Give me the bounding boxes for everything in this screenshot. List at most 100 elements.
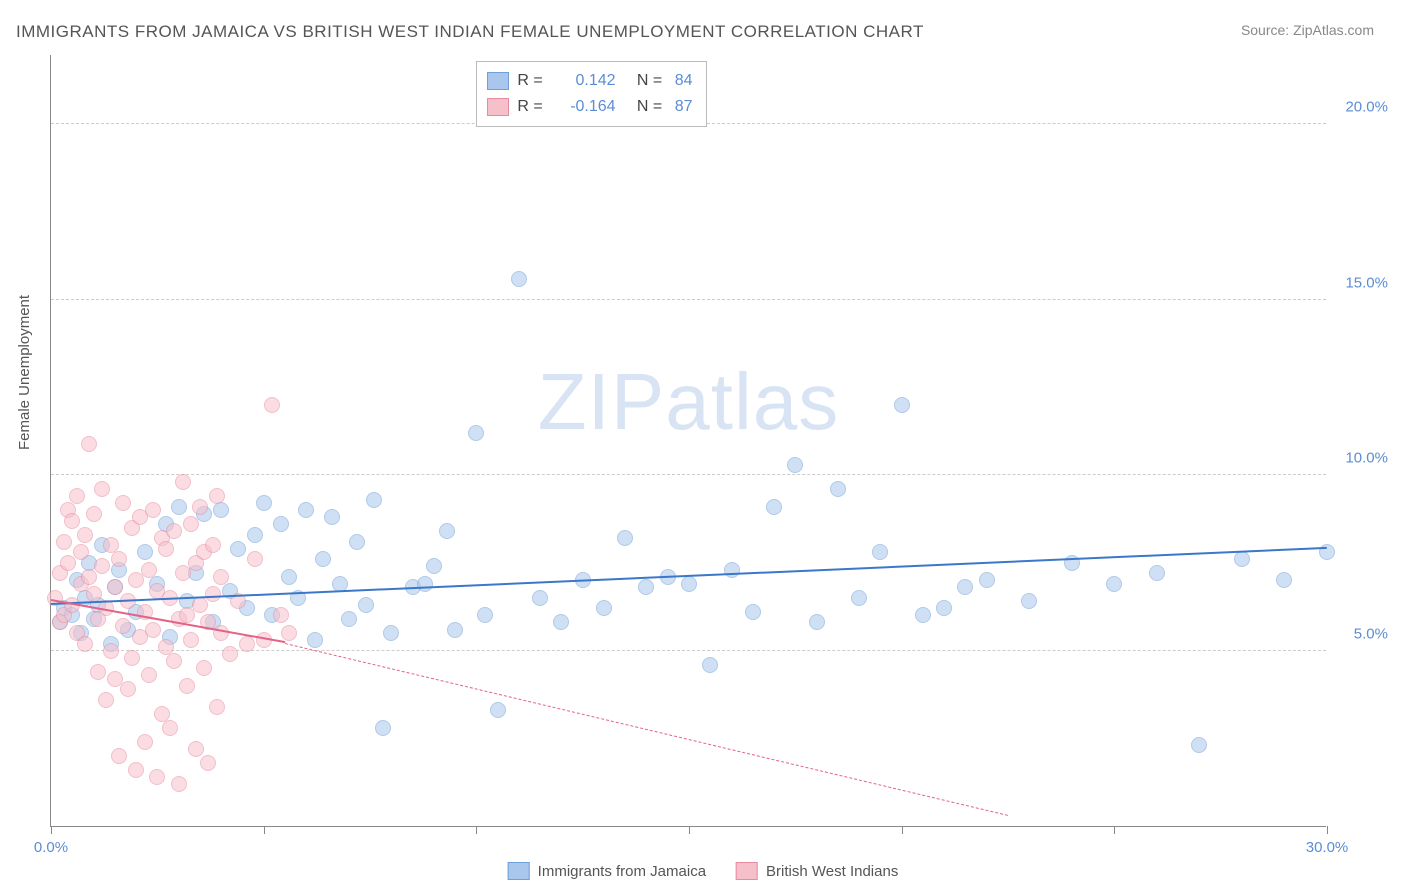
data-point [98, 692, 114, 708]
data-point [111, 748, 127, 764]
x-tick [51, 826, 52, 834]
data-point [145, 622, 161, 638]
data-point [809, 614, 825, 630]
data-point [90, 664, 106, 680]
x-tick [1327, 826, 1328, 834]
data-point [417, 576, 433, 592]
data-point [766, 499, 782, 515]
data-point [468, 425, 484, 441]
x-tick-label: 0.0% [34, 839, 68, 856]
x-tick-label: 30.0% [1306, 839, 1349, 856]
data-point [158, 541, 174, 557]
data-point [94, 558, 110, 574]
legend-n-label: N = [624, 72, 667, 90]
data-point [264, 397, 280, 413]
data-point [183, 632, 199, 648]
data-point [830, 481, 846, 497]
data-point [375, 720, 391, 736]
data-point [205, 537, 221, 553]
data-point [281, 625, 297, 641]
data-point [115, 618, 131, 634]
x-tick [902, 826, 903, 834]
data-point [145, 502, 161, 518]
data-point [383, 625, 399, 641]
data-point [171, 499, 187, 515]
data-point [81, 436, 97, 452]
data-point [724, 562, 740, 578]
data-point [149, 769, 165, 785]
data-point [439, 523, 455, 539]
data-point [349, 534, 365, 550]
data-point [281, 569, 297, 585]
legend-swatch [736, 862, 758, 880]
data-point [1021, 593, 1037, 609]
gridline [51, 474, 1326, 475]
data-point [872, 544, 888, 560]
data-point [957, 579, 973, 595]
data-point [341, 611, 357, 627]
data-point [477, 607, 493, 623]
data-point [188, 741, 204, 757]
data-point [128, 762, 144, 778]
data-point [787, 457, 803, 473]
data-point [111, 551, 127, 567]
legend-row: R = 0.142 N = 84 [487, 68, 692, 94]
data-point [200, 755, 216, 771]
data-point [73, 544, 89, 560]
data-point [213, 502, 229, 518]
legend-r-label: R = [517, 98, 551, 116]
data-point [936, 600, 952, 616]
legend-n-label: N = [624, 98, 667, 116]
y-axis-label: Female Unemployment [16, 295, 33, 450]
data-point [915, 607, 931, 623]
y-tick-label: 20.0% [1345, 99, 1388, 116]
data-point [137, 734, 153, 750]
data-point [553, 614, 569, 630]
data-point [230, 541, 246, 557]
legend-label: Immigrants from Jamaica [538, 863, 706, 880]
data-point [94, 481, 110, 497]
data-point [69, 488, 85, 504]
legend-item: Immigrants from Jamaica [508, 862, 706, 880]
data-point [120, 681, 136, 697]
data-point [183, 516, 199, 532]
legend-n-value: 87 [675, 98, 693, 116]
data-point [239, 636, 255, 652]
trend-line [285, 643, 1008, 816]
data-point [247, 527, 263, 543]
data-point [702, 657, 718, 673]
data-point [851, 590, 867, 606]
data-point [86, 506, 102, 522]
legend-r-value: 0.142 [560, 72, 616, 90]
data-point [366, 492, 382, 508]
data-point [137, 544, 153, 560]
correlation-legend: R = 0.142 N = 84R = -0.164 N = 87 [476, 61, 707, 127]
data-point [124, 650, 140, 666]
data-point [358, 597, 374, 613]
watermark: ZIPatlas [538, 356, 839, 448]
data-point [273, 607, 289, 623]
x-tick [1114, 826, 1115, 834]
data-point [490, 702, 506, 718]
x-tick [689, 826, 690, 834]
data-point [179, 678, 195, 694]
data-point [979, 572, 995, 588]
x-tick [476, 826, 477, 834]
legend-swatch [508, 862, 530, 880]
data-point [166, 653, 182, 669]
data-point [273, 516, 289, 532]
chart-title: IMMIGRANTS FROM JAMAICA VS BRITISH WEST … [16, 22, 924, 42]
data-point [247, 551, 263, 567]
data-point [141, 562, 157, 578]
data-point [638, 579, 654, 595]
data-point [171, 776, 187, 792]
legend-swatch [487, 98, 509, 116]
y-tick-label: 10.0% [1345, 450, 1388, 467]
data-point [1149, 565, 1165, 581]
data-point [141, 667, 157, 683]
data-point [107, 579, 123, 595]
data-point [745, 604, 761, 620]
data-point [213, 569, 229, 585]
data-point [209, 699, 225, 715]
data-point [56, 534, 72, 550]
